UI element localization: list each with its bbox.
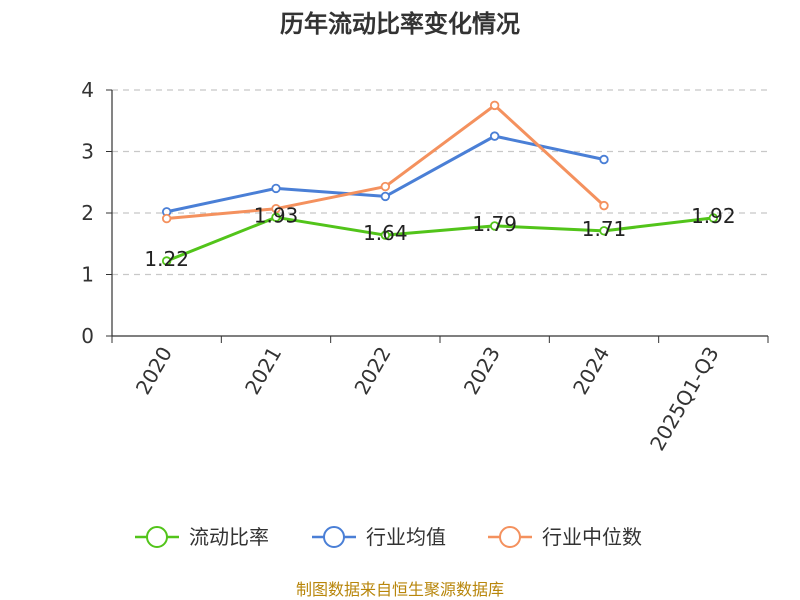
legend-item-2: 行业中位数 xyxy=(488,525,642,549)
data-labels: 1.22 1.93 1.64 1.79 1.71 1.92 xyxy=(144,203,735,271)
source-note: 制图数据来自恒生聚源数据库 xyxy=(296,580,504,599)
series-point-2 xyxy=(271,203,281,214)
y-tick-label: 0 xyxy=(81,324,94,348)
series-point-0 xyxy=(708,213,719,223)
data-label: 1.79 xyxy=(472,212,517,236)
x-tick-label: 2024 xyxy=(568,343,614,399)
series-point-2 xyxy=(489,100,500,111)
series-point-0 xyxy=(271,212,281,223)
legend-marker xyxy=(146,526,168,548)
data-label: 1.93 xyxy=(254,203,299,227)
y-tick-label: 2 xyxy=(81,201,94,225)
series-point-0 xyxy=(161,256,172,266)
series-point-1 xyxy=(489,131,500,141)
series-layer xyxy=(161,100,719,266)
series-point-2 xyxy=(599,200,609,211)
series-point-2 xyxy=(161,213,172,224)
x-tick-label: 2021 xyxy=(240,343,286,399)
y-tick-label: 1 xyxy=(81,263,94,287)
series-point-0 xyxy=(380,230,391,240)
x-tick-label: 2025Q1-Q3 xyxy=(645,343,724,455)
data-label: 1.71 xyxy=(582,217,627,241)
legend-item-0: 流动比率 xyxy=(135,525,269,549)
data-label: 1.92 xyxy=(691,204,736,228)
y-tick-label: 4 xyxy=(81,78,94,102)
series-point-2 xyxy=(380,181,391,192)
series-point-0 xyxy=(599,226,609,236)
series-point-0 xyxy=(489,221,500,231)
series-line-0 xyxy=(166,215,714,263)
data-label: 1.64 xyxy=(363,221,408,245)
legend-marker xyxy=(499,526,521,548)
series-point-1 xyxy=(599,154,609,165)
x-tick-label: 2020 xyxy=(131,343,177,399)
legend-item-1: 行业均值 xyxy=(312,525,446,549)
legend: 流动比率 行业均值 行业中位数 xyxy=(135,525,642,549)
legend-label: 行业均值 xyxy=(366,525,446,549)
legend-marker xyxy=(323,526,345,548)
x-tick-label: 2022 xyxy=(349,343,395,399)
series-line-2 xyxy=(166,103,606,221)
series-point-1 xyxy=(271,183,281,194)
grid-lines xyxy=(112,89,768,276)
data-label: 1.22 xyxy=(144,247,189,271)
series-point-1 xyxy=(380,191,391,202)
y-tick-label: 3 xyxy=(81,140,94,164)
legend-label: 行业中位数 xyxy=(542,525,642,549)
x-tick-label: 2023 xyxy=(459,342,505,398)
chart-title: 历年流动比率变化情况 xyxy=(280,10,520,38)
legend-label: 流动比率 xyxy=(189,525,269,549)
